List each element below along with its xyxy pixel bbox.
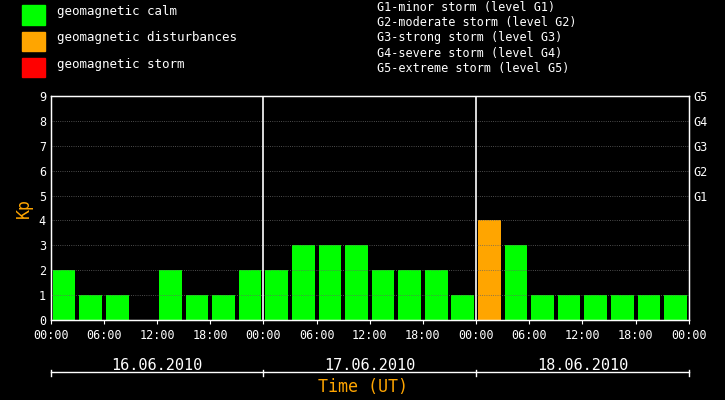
- Bar: [664, 295, 687, 320]
- Bar: [505, 245, 527, 320]
- Bar: [478, 220, 501, 320]
- FancyBboxPatch shape: [22, 58, 45, 78]
- Bar: [159, 270, 182, 320]
- FancyBboxPatch shape: [22, 32, 45, 51]
- Bar: [292, 245, 315, 320]
- Text: geomagnetic storm: geomagnetic storm: [57, 58, 184, 71]
- Bar: [345, 245, 368, 320]
- Bar: [265, 270, 288, 320]
- Bar: [53, 270, 75, 320]
- Bar: [106, 295, 128, 320]
- Bar: [239, 270, 262, 320]
- Text: G5-extreme storm (level G5): G5-extreme storm (level G5): [377, 62, 569, 75]
- Text: G3-strong storm (level G3): G3-strong storm (level G3): [377, 31, 563, 44]
- Text: geomagnetic calm: geomagnetic calm: [57, 5, 177, 18]
- Bar: [558, 295, 581, 320]
- Text: Time (UT): Time (UT): [318, 378, 407, 396]
- Text: G1-minor storm (level G1): G1-minor storm (level G1): [377, 0, 555, 14]
- Y-axis label: Kp: Kp: [15, 198, 33, 218]
- Text: G2-moderate storm (level G2): G2-moderate storm (level G2): [377, 16, 576, 29]
- Bar: [531, 295, 554, 320]
- Bar: [79, 295, 102, 320]
- FancyBboxPatch shape: [22, 5, 45, 25]
- Text: 17.06.2010: 17.06.2010: [324, 358, 415, 374]
- Text: 18.06.2010: 18.06.2010: [536, 358, 628, 374]
- Bar: [372, 270, 394, 320]
- Bar: [425, 270, 447, 320]
- Bar: [637, 295, 660, 320]
- Bar: [584, 295, 607, 320]
- Text: 16.06.2010: 16.06.2010: [112, 358, 203, 374]
- Bar: [611, 295, 634, 320]
- Bar: [452, 295, 474, 320]
- Text: G4-severe storm (level G4): G4-severe storm (level G4): [377, 47, 563, 60]
- Bar: [318, 245, 341, 320]
- Bar: [186, 295, 208, 320]
- Text: geomagnetic disturbances: geomagnetic disturbances: [57, 31, 236, 44]
- Bar: [398, 270, 421, 320]
- Bar: [212, 295, 235, 320]
